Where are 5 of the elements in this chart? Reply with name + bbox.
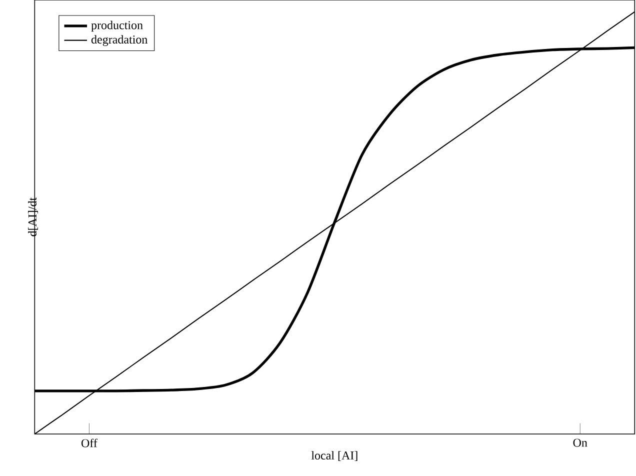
legend-label: production [91,20,143,32]
legend-label: degradation [91,35,148,46]
x-tick-label: On [573,438,588,447]
x-tick-label: Off [81,438,98,448]
x-axis-title: local [AI] [311,451,358,462]
